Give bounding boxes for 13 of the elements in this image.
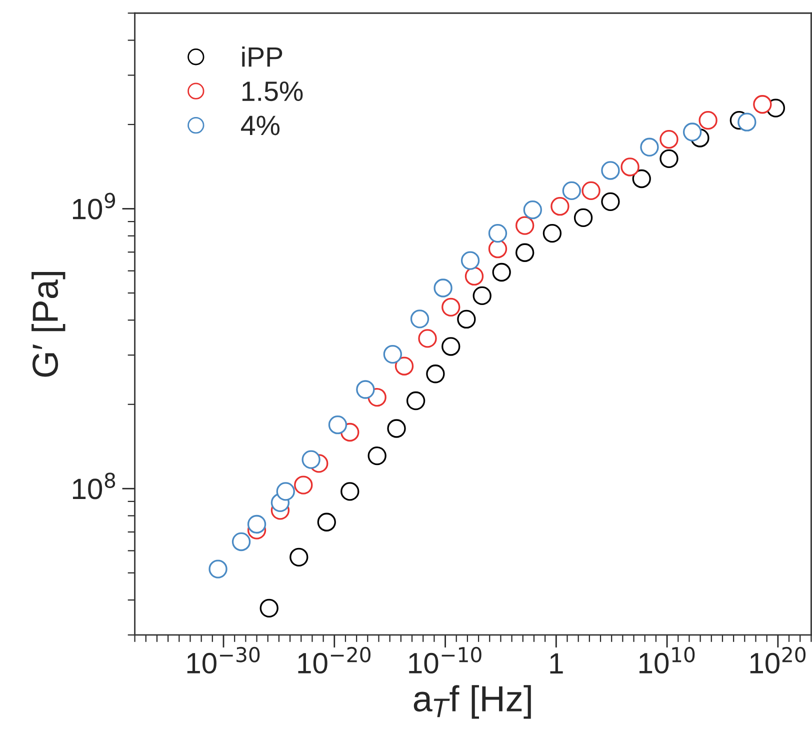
x-tick-label: 10$^{−20}$ (298, 646, 370, 674)
y-tick-label: 10$^{8}$ (72, 472, 116, 500)
x-tick-label: 10$^{10}$ (640, 646, 695, 674)
y-tick-label: 10$^{9}$ (72, 192, 116, 220)
x-tick-label: 10$^{20}$ (750, 646, 806, 674)
x-tick-label: 10$^{−10}$ (409, 646, 482, 674)
legend-label: 4% (240, 116, 280, 136)
legend-label: 1.5% (242, 82, 303, 102)
legend-label: iPP (242, 46, 282, 67)
x-axis-title: a$_{T}$f [Hz] (414, 685, 531, 719)
x-tick-label: 1 (550, 653, 563, 674)
y-axis-title: G′ [Pa] (32, 272, 66, 377)
x-tick-label: 10$^{−30}$ (187, 646, 260, 674)
